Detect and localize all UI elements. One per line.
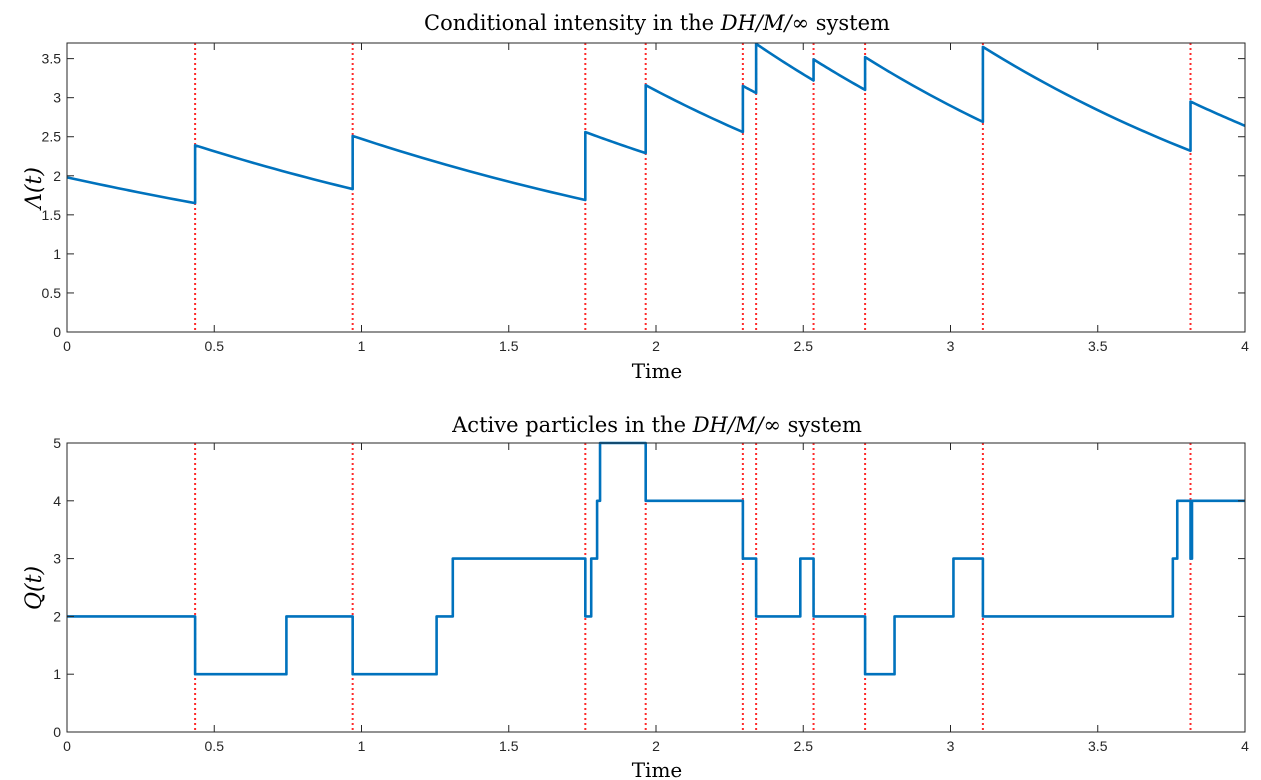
intensity-plot-frame	[66, 42, 1246, 333]
intensity-x-tick-label: 3	[947, 338, 955, 354]
particles-x-tick-label: 0	[63, 738, 71, 754]
particles-x-ticks: 0 0.5 1 1.5 2 2.5 3 3.5 4	[63, 443, 1249, 754]
particles-series-line	[67, 441, 1245, 676]
intensity-y-tick-label: 0.5	[42, 285, 62, 301]
particles-chart-title: Active particles in the DH/M/∞ system	[451, 413, 862, 437]
intensity-y-tick-label: 2.5	[42, 129, 62, 145]
particles-y-tick-label: 2	[53, 608, 61, 624]
intensity-x-tick-label: 1.5	[499, 338, 519, 354]
particles-x-tick-label: 1	[358, 738, 366, 754]
particles-x-tick-label: 3.5	[1088, 738, 1108, 754]
intensity-chart-title: Conditional intensity in the DH/M/∞ syst…	[424, 11, 890, 35]
intensity-y-tick-label: 1.5	[42, 207, 62, 223]
particles-x-tick-label: 2	[652, 738, 660, 754]
particles-plot-frame	[66, 442, 1246, 733]
intensity-y-ticks: 0 0.5 1 1.5 2 2.5 3 3.5	[42, 51, 1245, 340]
intensity-y-tick-label: 3	[53, 90, 61, 106]
intensity-x-tick-label: 4	[1241, 338, 1249, 354]
intensity-x-axis-label: Time	[632, 359, 683, 383]
intensity-y-axis-label: Λ(t)	[22, 167, 47, 211]
particles-x-tick-label: 0.5	[205, 738, 225, 754]
intensity-x-tick-label: 0.5	[205, 338, 225, 354]
intensity-x-tick-label: 2.5	[794, 338, 814, 354]
intensity-x-tick-label: 1	[358, 338, 366, 354]
intensity-chart: Conditional intensity in the DH/M/∞ syst…	[22, 11, 1249, 383]
intensity-y-tick-label: 3.5	[42, 51, 62, 67]
particles-event-lines	[194, 443, 1192, 732]
particles-x-tick-label: 2.5	[794, 738, 814, 754]
particles-y-tick-label: 0	[53, 724, 61, 740]
intensity-x-tick-label: 0	[63, 338, 71, 354]
particles-y-tick-label: 4	[53, 493, 61, 509]
particles-y-tick-label: 5	[53, 435, 61, 451]
intensity-series-line	[66, 42, 1246, 205]
intensity-y-tick-label: 1	[53, 246, 61, 262]
particles-x-tick-label: 4	[1241, 738, 1249, 754]
particles-y-ticks: 0 1 2 3 4 5	[53, 435, 1245, 740]
intensity-x-tick-label: 3.5	[1088, 338, 1108, 354]
particles-y-tick-label: 1	[53, 666, 61, 682]
intensity-y-tick-label: 0	[53, 324, 61, 340]
intensity-event-lines	[194, 43, 1192, 332]
particles-x-tick-label: 3	[947, 738, 955, 754]
particles-y-tick-label: 3	[53, 551, 61, 567]
particles-x-axis-label: Time	[632, 758, 683, 780]
intensity-x-tick-label: 2	[652, 338, 660, 354]
intensity-x-ticks: 0 0.5 1 1.5 2 2.5 3 3.5 4	[63, 43, 1249, 354]
particles-x-tick-label: 1.5	[499, 738, 519, 754]
intensity-y-tick-label: 2	[53, 168, 61, 184]
particles-y-axis-label: Q(t)	[22, 566, 47, 610]
